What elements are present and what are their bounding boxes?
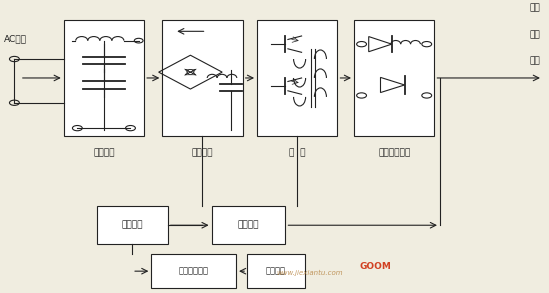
Bar: [247, 254, 305, 288]
Text: 控制电路: 控制电路: [238, 221, 259, 230]
Bar: [152, 254, 236, 288]
Text: 故障检测: 故障检测: [266, 267, 286, 276]
Text: 保护动作电路: 保护动作电路: [179, 267, 209, 276]
Text: 输出整流滤波: 输出整流滤波: [378, 148, 410, 157]
Text: AC市电: AC市电: [3, 34, 26, 43]
Text: GOOM: GOOM: [360, 262, 392, 270]
Text: 滤波: 滤波: [529, 56, 540, 65]
Bar: [354, 20, 434, 136]
Text: 逆  变: 逆 变: [289, 148, 305, 157]
Text: 输入滤波: 输入滤波: [93, 148, 115, 157]
Bar: [211, 206, 285, 244]
Bar: [64, 20, 144, 136]
Bar: [257, 20, 338, 136]
Bar: [97, 206, 167, 244]
Text: 整流滤波: 整流滤波: [192, 148, 213, 157]
Bar: [163, 20, 243, 136]
Text: www.jiexiantu.com: www.jiexiantu.com: [277, 270, 344, 276]
Text: 输出: 输出: [529, 4, 540, 13]
Text: 直流: 直流: [529, 30, 540, 39]
Text: 辅助电源: 辅助电源: [121, 221, 143, 230]
